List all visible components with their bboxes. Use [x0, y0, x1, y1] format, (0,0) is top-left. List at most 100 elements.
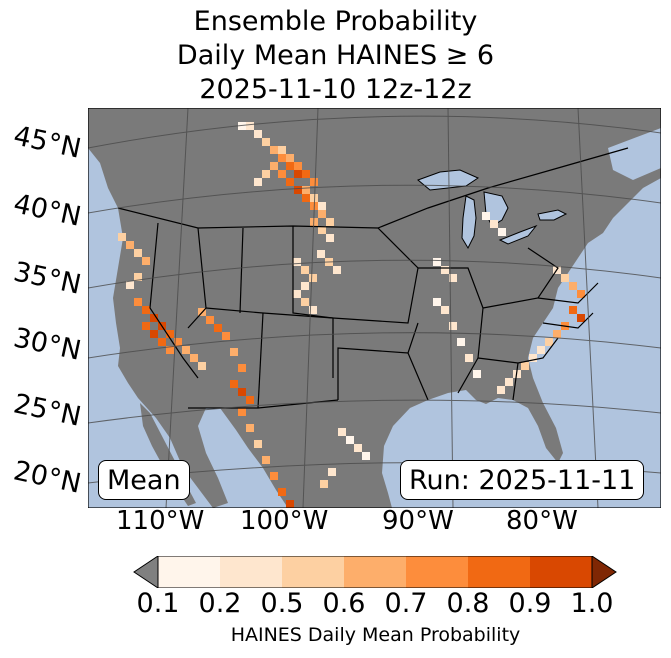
probability-cell	[497, 386, 505, 394]
probability-cell	[326, 234, 334, 242]
probability-cell	[198, 362, 206, 370]
probability-cell	[577, 290, 585, 298]
probability-cell	[246, 122, 254, 130]
probability-cell	[238, 364, 246, 372]
st-lawrence-water	[608, 128, 661, 180]
probability-cell	[142, 322, 150, 330]
probability-cell	[326, 218, 334, 226]
probability-cell	[254, 178, 262, 186]
run-date-box: Run: 2025-11-11	[400, 460, 645, 500]
probability-cell	[433, 258, 441, 266]
colorbar-segment	[468, 556, 531, 588]
probability-cell	[529, 354, 537, 362]
probability-cell	[354, 444, 362, 452]
title-line-1: Ensemble Probability	[193, 6, 478, 37]
probability-cell	[286, 154, 294, 162]
probability-cell	[310, 194, 318, 202]
lon-label-90w: 90°W	[382, 506, 454, 536]
probability-cell	[182, 346, 190, 354]
probability-cell	[309, 274, 317, 282]
probability-cell	[317, 250, 325, 258]
probability-cell	[222, 332, 230, 340]
probability-cell	[498, 228, 506, 236]
probability-cell	[577, 314, 585, 322]
lon-label-100w: 100°W	[240, 506, 329, 536]
probability-cell	[301, 298, 309, 306]
title-line-2: Daily Mean HAINES ≥ 6	[176, 40, 495, 71]
probability-cell	[302, 170, 310, 178]
colorbar	[133, 556, 617, 588]
probability-cell	[294, 186, 302, 194]
probability-cell	[449, 274, 457, 282]
colorbar-under-arrow	[133, 556, 159, 588]
probability-cell	[150, 314, 158, 322]
lon-label-80w: 80°W	[506, 506, 578, 536]
probability-cell	[473, 370, 481, 378]
lat-label-20: 20°N	[10, 455, 84, 500]
title-line-3: 2025-11-10 12z-12z	[199, 74, 472, 105]
probability-cell	[318, 210, 326, 218]
map-panel	[87, 107, 662, 509]
probability-cell	[158, 338, 166, 346]
probability-cell	[310, 178, 318, 186]
probability-cell	[465, 354, 473, 362]
probability-cell	[318, 226, 326, 234]
colorbar-segment	[406, 556, 469, 588]
lake-ontario	[537, 209, 568, 221]
probability-cell	[270, 472, 278, 480]
probability-cell	[166, 330, 174, 338]
probability-cell	[262, 456, 270, 464]
probability-cell	[320, 480, 328, 488]
probability-cell	[338, 428, 346, 436]
probability-cell	[318, 202, 326, 210]
probability-cell	[505, 378, 513, 386]
probability-cell	[190, 354, 198, 362]
probability-cell	[118, 233, 126, 241]
probability-cell	[174, 338, 182, 346]
probability-cell	[278, 154, 286, 162]
colorbar-tick-label: 0.6	[322, 588, 366, 619]
colorbar-over-arrow	[591, 556, 617, 588]
state-borders	[117, 147, 629, 409]
probability-cell	[214, 324, 222, 332]
probability-cell	[362, 452, 370, 460]
probability-cell	[457, 338, 465, 346]
lat-label-45: 45°N	[10, 120, 84, 165]
probability-cell	[150, 330, 158, 338]
probability-cell	[433, 298, 441, 306]
lake-michigan	[461, 195, 477, 250]
probability-cell	[490, 220, 498, 228]
probability-cell	[482, 212, 490, 220]
probability-cell	[293, 290, 301, 298]
probability-cell	[126, 281, 134, 289]
probability-cell	[294, 162, 302, 170]
probability-cell	[301, 282, 309, 290]
probability-cell	[449, 322, 457, 330]
colorbar-tick-label: 1.0	[570, 588, 614, 619]
probability-cell	[238, 408, 246, 416]
probability-cell	[346, 436, 354, 444]
probability-cell	[521, 362, 529, 370]
probability-cell	[270, 162, 278, 170]
colorbar-segment	[220, 556, 283, 588]
probability-cell	[561, 274, 569, 282]
probability-cell	[537, 346, 545, 354]
colorbar-tick-label: 0.8	[446, 588, 490, 619]
probability-cell	[206, 316, 214, 324]
probability-cell	[553, 330, 561, 338]
probability-cell	[309, 306, 317, 314]
probability-cell	[441, 306, 449, 314]
lon-label-110w: 110°W	[116, 506, 205, 536]
colorbar-segment	[530, 556, 593, 588]
colorbar-segment	[344, 556, 407, 588]
mean-label-box: Mean	[98, 460, 190, 500]
colorbar-tick-label: 0.5	[260, 588, 304, 619]
probability-cell	[569, 306, 577, 314]
colorbar-tick-label: 0.2	[198, 588, 242, 619]
colorbar-label: HAINES Daily Mean Probability	[230, 624, 521, 646]
probability-cell	[126, 241, 134, 249]
probability-cell	[262, 138, 270, 146]
probability-cell	[302, 194, 310, 202]
colorbar-tick-label: 0.9	[508, 588, 552, 619]
probability-cell	[142, 306, 150, 314]
